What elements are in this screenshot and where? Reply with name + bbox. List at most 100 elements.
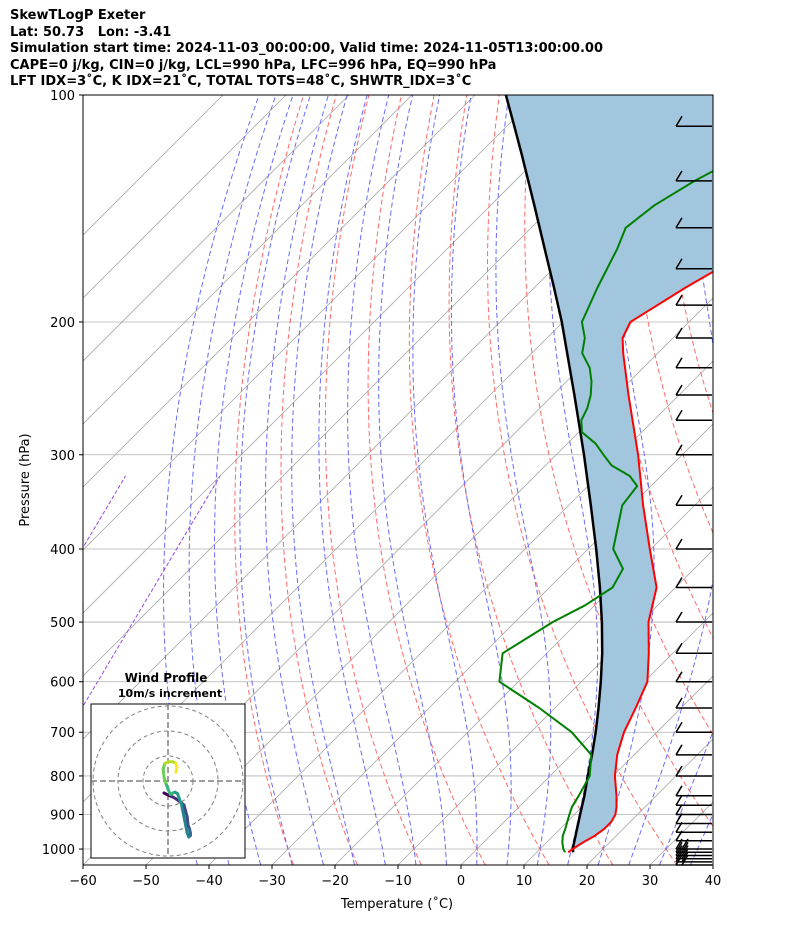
y-tick-label: 200	[50, 316, 75, 331]
wind-barb	[675, 851, 712, 863]
moist-adiabat-line	[659, 730, 713, 865]
y-tick-label: 600	[50, 676, 75, 691]
hodograph-segment	[174, 765, 179, 774]
isotherm-line	[712, 864, 713, 865]
y-tick-label: 700	[50, 726, 75, 741]
wind-barb	[675, 794, 712, 807]
wind-barbs	[675, 115, 712, 866]
hodograph-segment	[176, 792, 184, 807]
wind-barb	[675, 357, 712, 369]
dry-adiabat-line	[234, 95, 305, 865]
moist-adiabat-line	[318, 95, 386, 865]
wind-barb	[675, 642, 712, 655]
isotherm-line	[460, 612, 713, 865]
isotherm-line	[397, 549, 713, 865]
moist-adiabat-line	[214, 95, 294, 865]
wind-barb	[675, 444, 712, 456]
wind-barb	[675, 804, 712, 816]
stability-indices-2: LFT IDX=3˚C, K IDX=21˚C, TOTAL TOTS=48˚C…	[10, 74, 472, 89]
hodograph-inset: Wind Profile 10m/s increment	[90, 671, 246, 859]
isotherm-line	[523, 675, 713, 865]
dry-adiabat-line	[280, 95, 358, 865]
isotherm-line	[83, 95, 665, 677]
moist-adiabat-line	[239, 95, 311, 865]
dry-adiabat-line	[760, 95, 794, 865]
wind-barb	[675, 258, 712, 270]
wind-barb	[675, 697, 712, 709]
hodograph-grid	[91, 704, 245, 858]
hodograph-title: Wind Profile	[125, 671, 208, 685]
hodograph-segment	[182, 803, 189, 819]
moist-adiabat-line	[547, 95, 599, 865]
moist-adiabat-line	[721, 95, 794, 865]
x-axis-label: Temperature (˚C)	[340, 896, 453, 912]
moist-adiabat-line	[291, 95, 355, 865]
wind-barb	[675, 170, 712, 182]
cin-shaded-area	[505, 95, 713, 849]
dewpoint-line	[498, 170, 713, 853]
x-tick-label: 40	[705, 874, 722, 889]
dry-adiabat-line	[728, 95, 794, 865]
isotherm-line	[83, 95, 350, 362]
stability-indices-1: CAPE=0 j/kg, CIN=0 j/kg, LCL=990 hPa, LF…	[10, 57, 497, 73]
moist-adiabat-line	[450, 95, 512, 865]
wind-barb	[675, 785, 712, 797]
wind-barb	[675, 721, 712, 733]
y-axis-label: Pressure (hPa)	[18, 433, 33, 526]
dry-adiabat-line	[448, 95, 614, 865]
y-tick-label: 400	[50, 543, 75, 558]
x-tick-label: −50	[132, 874, 159, 889]
hodograph-segment	[183, 819, 189, 835]
moist-adiabat-line	[265, 95, 329, 865]
wind-barb	[675, 744, 712, 756]
wind-barb	[675, 115, 712, 127]
x-tick-label: −20	[321, 874, 348, 889]
dry-adiabat-line	[524, 95, 713, 828]
x-tick-label: 20	[579, 874, 596, 889]
moist-adiabat-line	[495, 95, 552, 865]
wind-barb	[675, 845, 712, 857]
moist-adiabat-line	[163, 95, 260, 865]
wind-barb	[675, 409, 712, 422]
chart-header: SkewTLogP Exeter Lat: 50.73 Lon: -3.41 S…	[10, 8, 603, 91]
x-tick-label: −30	[258, 874, 285, 889]
y-tick-label: 1000	[42, 843, 75, 858]
wind-barb	[675, 327, 712, 339]
x-tick-label: 0	[457, 874, 465, 889]
moist-adiabat-line	[347, 95, 417, 865]
dry-adiabat-line	[367, 95, 486, 865]
wind-barb	[675, 765, 712, 777]
isotherm-line	[83, 95, 224, 236]
wind-barb	[675, 384, 712, 396]
x-tick-label: 10	[516, 874, 533, 889]
hodograph-subtitle: 10m/s increment	[118, 687, 222, 700]
station-title: SkewTLogP Exeter	[10, 8, 146, 23]
y-tick-label: 500	[50, 616, 75, 631]
x-tick-label: 30	[642, 874, 659, 889]
y-tick-label: 100	[50, 89, 75, 104]
wind-barb	[675, 494, 712, 506]
parcel-path-line	[504, 95, 604, 853]
y-tick-label: 800	[50, 770, 75, 785]
wind-barb	[675, 577, 712, 589]
wind-barb	[675, 217, 712, 229]
x-tick-label: −40	[195, 874, 222, 889]
simulation-time: Simulation start time: 2024-11-03_00:00:…	[10, 41, 603, 56]
x-tick-label: −10	[384, 874, 411, 889]
wind-barb	[675, 671, 712, 683]
dry-adiabat-line	[486, 95, 678, 865]
isotherm-line	[271, 423, 713, 865]
dry-adiabat-line	[324, 95, 422, 865]
isotherm-line	[145, 297, 713, 865]
wind-barb	[675, 848, 712, 860]
hodograph-segment	[180, 803, 187, 823]
moist-adiabat-line	[412, 95, 478, 865]
wind-barb	[675, 538, 712, 550]
wind-barb	[675, 611, 712, 623]
isotherm-line	[83, 95, 539, 551]
isotherm-line	[83, 95, 413, 425]
wind-barb	[675, 841, 712, 854]
x-tick-label: −60	[69, 874, 96, 889]
moist-adiabat-line	[188, 95, 277, 865]
